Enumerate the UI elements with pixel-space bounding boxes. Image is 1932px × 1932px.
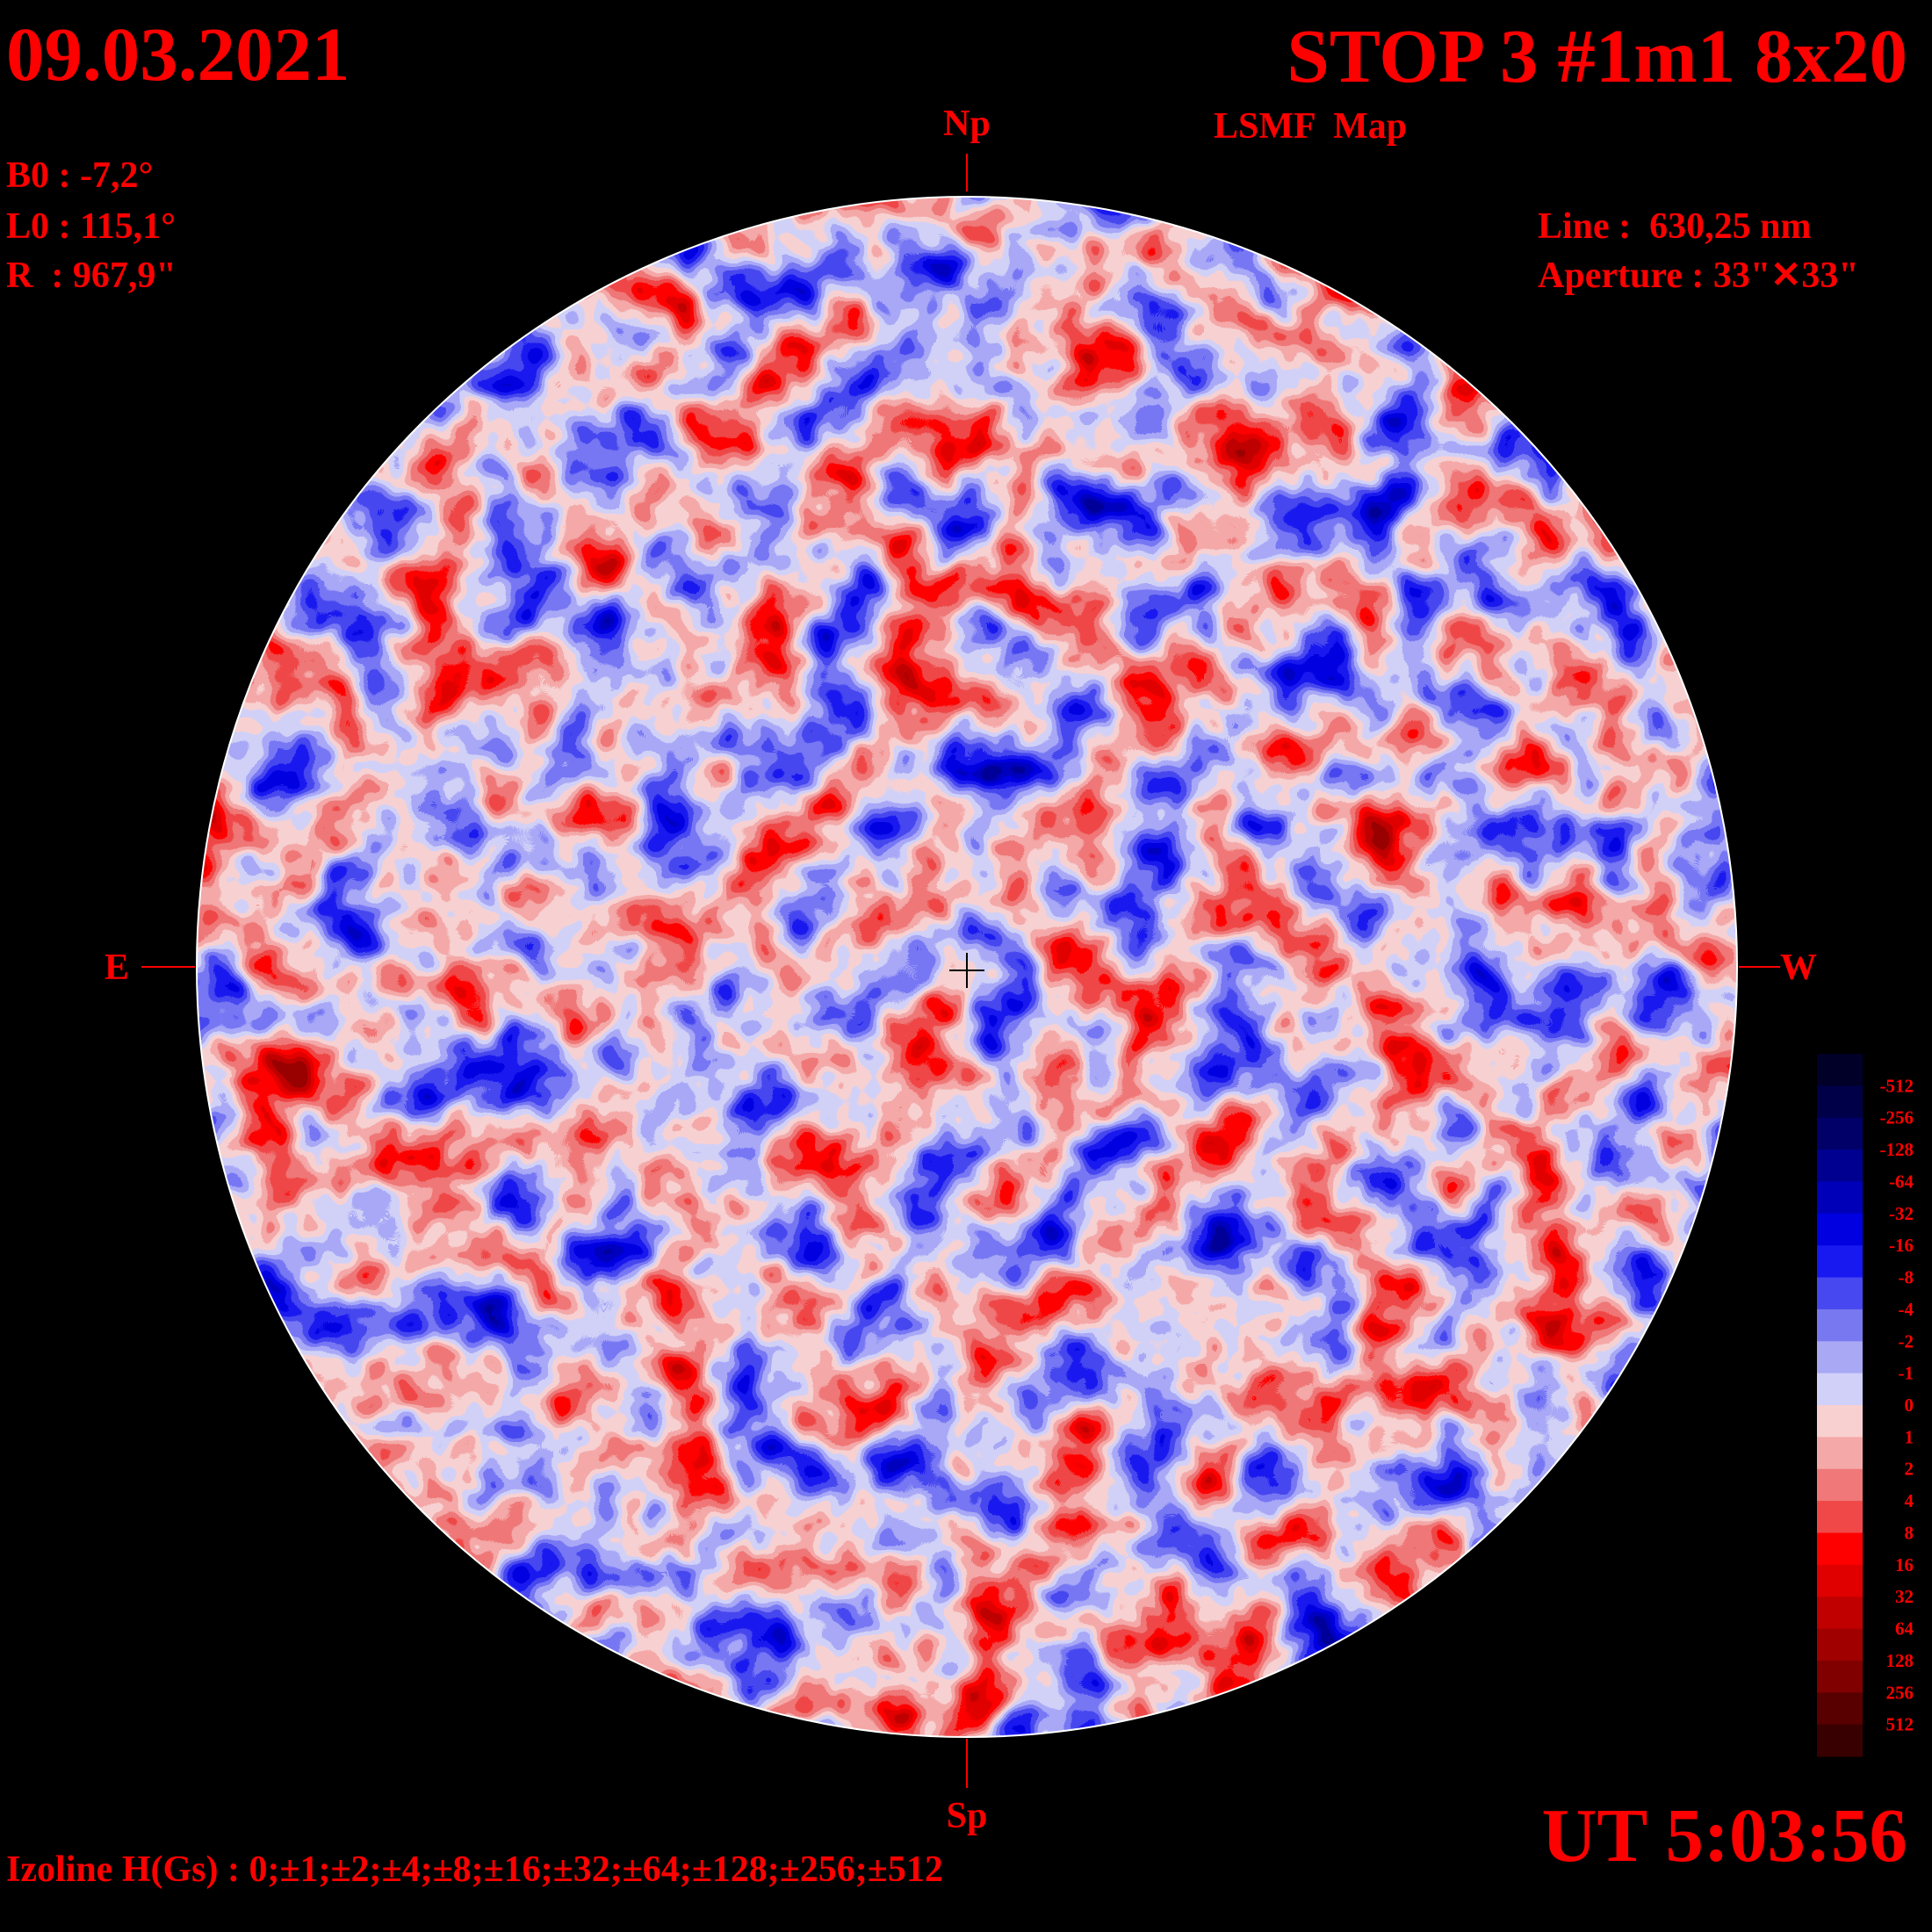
colorbar-label: -64 — [1889, 1171, 1914, 1192]
date: 09.03.2021 — [6, 11, 350, 97]
colorbar-step — [1817, 1724, 1863, 1757]
colorbar-label: 128 — [1886, 1650, 1914, 1671]
colorbar-step — [1817, 1532, 1863, 1566]
colorbar-step — [1817, 1181, 1863, 1215]
colorbar-step — [1817, 1117, 1863, 1150]
colorbar-label: -16 — [1889, 1235, 1914, 1256]
colorbar-label: -128 — [1880, 1139, 1914, 1160]
colorbar-label: -512 — [1880, 1075, 1914, 1096]
colorbar-step — [1817, 1150, 1863, 1182]
izoline-caption: Izoline H(Gs) : 0;±1;±2;±4;±8;±16;±32;±6… — [6, 1849, 943, 1890]
colorbar-label: 16 — [1895, 1554, 1914, 1575]
colorbar-label: -8 — [1899, 1267, 1914, 1288]
colorbar-step — [1817, 1308, 1863, 1342]
colorbar-step — [1817, 1054, 1863, 1086]
colorbar: -512 -256 -128 -64 -32 -16 -8 -4 -2 -1 0 1 2 4 8 16 32 64… — [1817, 1054, 1914, 1757]
colorbar-step — [1817, 1405, 1863, 1438]
colorbar-step — [1817, 1628, 1863, 1662]
param-r: R : 967,9" — [6, 256, 177, 296]
title: STOP 3 #1m1 8x20 — [1287, 13, 1907, 98]
colorbar-label: 4 — [1905, 1490, 1914, 1511]
colorbar-step — [1817, 1213, 1863, 1246]
colorbar-step — [1817, 1597, 1863, 1630]
colorbar-step — [1817, 1085, 1863, 1119]
param-line: Line : 630,25 nm — [1538, 206, 1812, 247]
ut-time: UT 5:03:56 — [1542, 1792, 1907, 1878]
colorbar-label: 0 — [1905, 1395, 1914, 1416]
colorbar-step — [1817, 1660, 1863, 1693]
colorbar-step — [1817, 1564, 1863, 1597]
colorbar-label: -256 — [1880, 1107, 1914, 1128]
colorbar-label: 64 — [1895, 1618, 1914, 1640]
colorbar-label: -32 — [1889, 1203, 1914, 1224]
colorbar-label: 256 — [1886, 1682, 1914, 1703]
param-aperture: Aperture : 33"✕33" — [1538, 256, 1859, 296]
colorbar-label: 512 — [1886, 1714, 1914, 1735]
colorbar-step — [1817, 1341, 1863, 1374]
colorbar-step — [1817, 1245, 1863, 1279]
colorbar-label: 8 — [1905, 1522, 1914, 1543]
colorbar-step — [1817, 1692, 1863, 1726]
subtitle: LSMF Map — [1214, 106, 1407, 147]
west-label: W — [1780, 948, 1817, 988]
colorbar-step — [1817, 1437, 1863, 1470]
colorbar-label: 32 — [1895, 1586, 1914, 1607]
colorbar-label: -1 — [1899, 1363, 1914, 1384]
colorbar-label: -2 — [1899, 1330, 1914, 1352]
colorbar-step — [1817, 1468, 1863, 1502]
colorbar-label: 1 — [1905, 1426, 1914, 1447]
colorbar-step — [1817, 1373, 1863, 1406]
south-label: Sp — [947, 1796, 988, 1836]
param-b0: B0 : -7,2° — [6, 155, 153, 196]
param-l0: L0 : 115,1° — [6, 206, 176, 247]
colorbar-label: -4 — [1899, 1299, 1914, 1320]
disk-edge — [196, 196, 1738, 1738]
north-label: Np — [943, 104, 991, 144]
colorbar-label: 2 — [1905, 1459, 1914, 1480]
colorbar-step — [1817, 1501, 1863, 1533]
east-label: E — [105, 948, 129, 988]
colorbar-step — [1817, 1277, 1863, 1310]
